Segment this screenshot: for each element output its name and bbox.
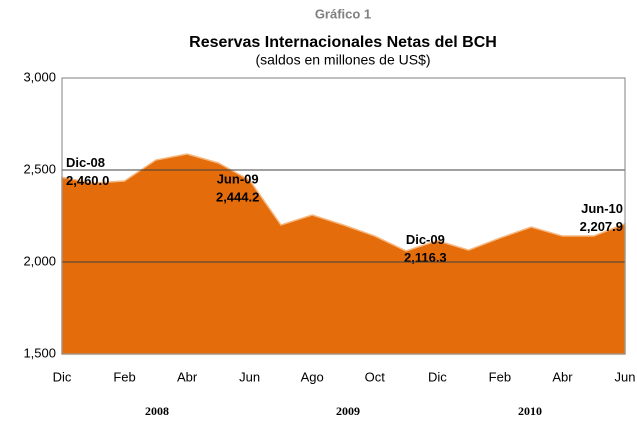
point-label: Dic-09 [406,232,445,247]
value-label: 2,460.0 [66,173,109,188]
point-label: Dic-08 [66,155,105,170]
point-label: Jun-10 [581,201,623,216]
area [61,153,626,355]
x-tick-label: Feb [113,369,135,384]
x-tick-label: Ago [301,369,324,384]
y-tick-label: 2,000 [23,253,56,268]
x-tick-label: Abr [177,369,198,384]
x-tick-label: Oct [365,369,386,384]
value-label: 2,444.2 [216,190,259,205]
x-tick-label: Abr [552,369,573,384]
chart-label: Gráfico 1 [315,6,371,21]
chart-subtitle: (saldos en millones de US$) [255,52,430,68]
year-label: 2008 [145,404,169,418]
y-tick-label: 1,500 [23,345,56,360]
plot-border [61,77,626,355]
x-tick-label: Dic [428,369,447,384]
x-tick-label: Jun [615,369,636,384]
value-label: 2,207.9 [580,219,623,234]
value-label: 2,116.3 [404,250,447,265]
chart-title: Reservas Internacionales Netas del BCH [189,34,497,51]
year-label: 2009 [336,404,360,418]
y-tick-label: 2,500 [23,161,56,176]
x-tick-label: Feb [489,369,511,384]
point-label: Jun-09 [217,172,259,187]
year-label: 2010 [518,404,542,418]
x-tick-label: Dic [53,369,72,384]
x-tick-label: Jun [239,369,260,384]
y-tick-label: 3,000 [23,69,56,84]
